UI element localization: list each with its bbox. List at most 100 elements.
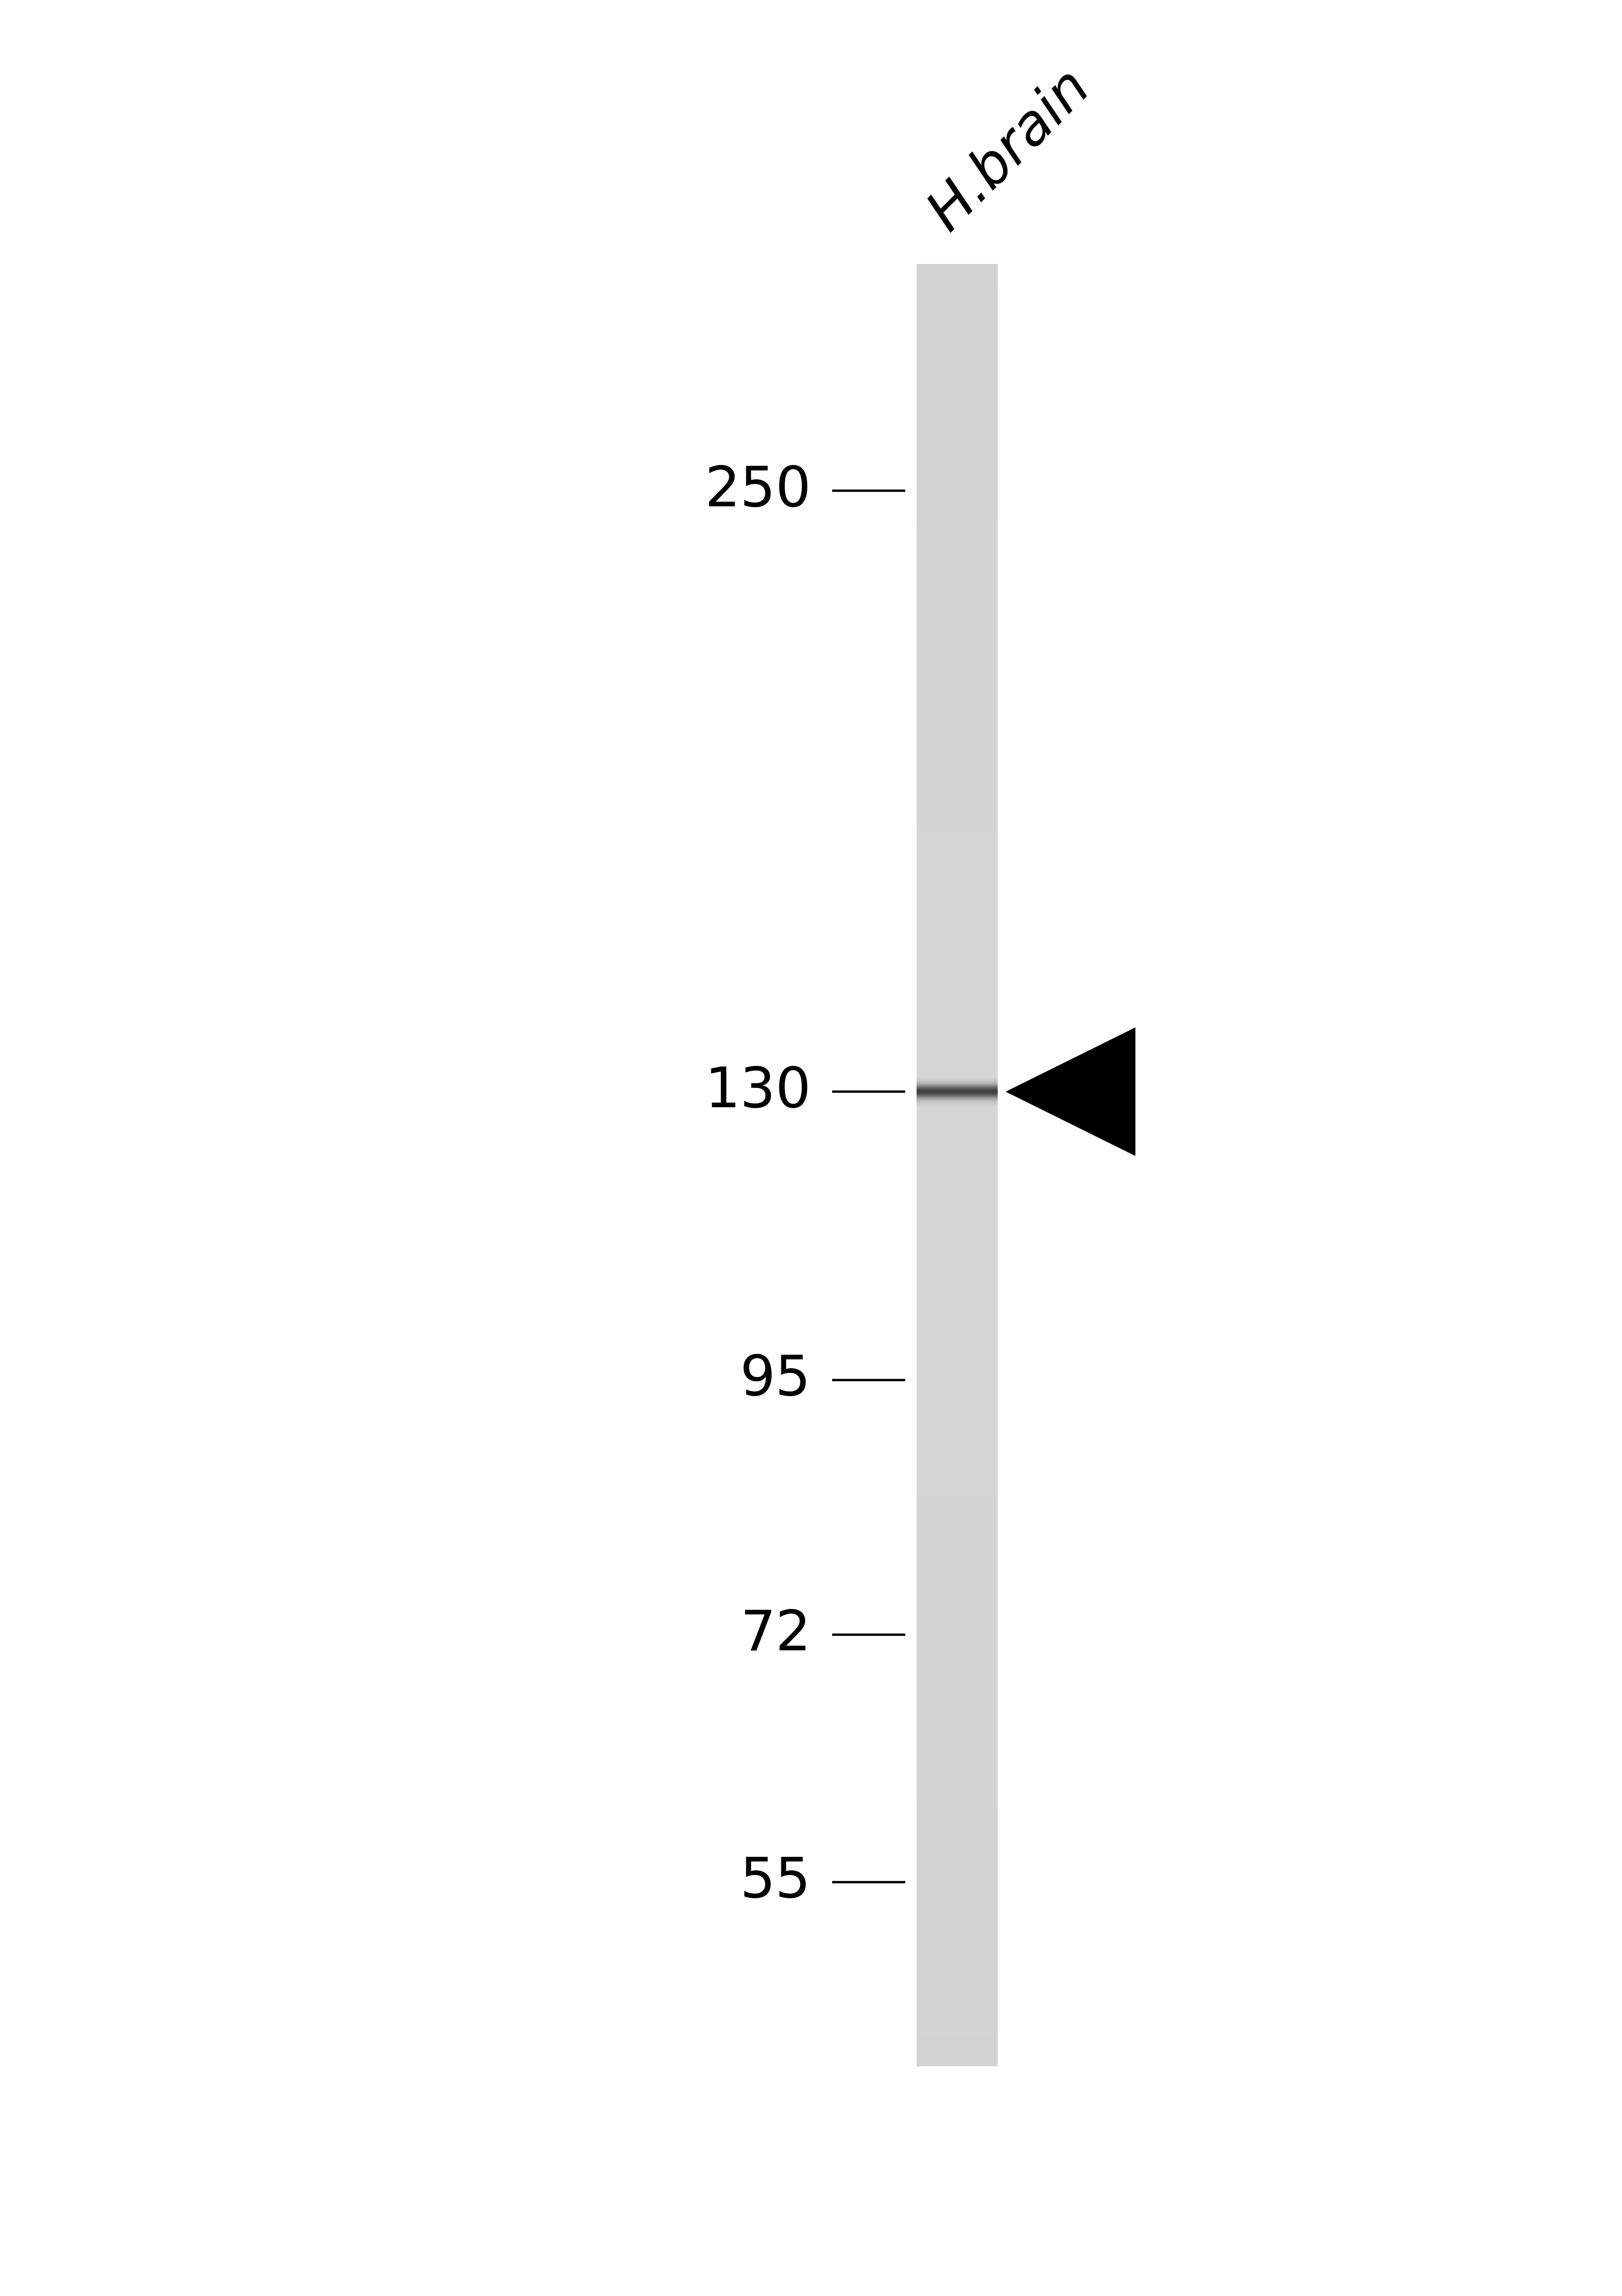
Bar xyxy=(916,684,998,691)
Bar xyxy=(916,1706,998,1713)
Bar xyxy=(916,1508,998,1513)
Bar xyxy=(916,962,998,967)
Bar xyxy=(916,829,998,836)
Bar xyxy=(916,1981,998,1988)
Bar xyxy=(916,806,998,810)
Bar xyxy=(916,758,998,762)
Bar xyxy=(916,1417,998,1424)
Bar xyxy=(916,379,998,383)
Bar xyxy=(916,631,998,636)
Bar xyxy=(916,1394,998,1401)
Bar xyxy=(916,1669,998,1676)
Bar xyxy=(916,475,998,480)
Bar xyxy=(916,2025,998,2030)
Bar xyxy=(916,282,998,287)
Bar xyxy=(916,1502,998,1508)
Bar xyxy=(916,1694,998,1699)
Bar xyxy=(916,907,998,914)
Bar xyxy=(916,673,998,680)
Bar xyxy=(916,319,998,324)
Bar xyxy=(916,1676,998,1683)
Bar xyxy=(916,1609,998,1616)
Bar xyxy=(916,1375,998,1382)
Bar xyxy=(916,1182,998,1189)
Bar xyxy=(916,2043,998,2048)
Bar xyxy=(916,1056,998,1063)
Bar xyxy=(916,569,998,576)
Bar xyxy=(916,1929,998,1933)
Bar xyxy=(916,1880,998,1887)
Text: 72: 72 xyxy=(740,1607,811,1662)
Bar xyxy=(916,1357,998,1364)
Bar xyxy=(916,335,998,342)
Bar xyxy=(916,744,998,751)
Text: 95: 95 xyxy=(740,1352,811,1407)
Bar xyxy=(916,1008,998,1015)
Text: 130: 130 xyxy=(704,1065,811,1118)
Bar xyxy=(916,1899,998,1903)
Bar xyxy=(916,1212,998,1219)
Bar xyxy=(916,2037,998,2043)
Bar xyxy=(916,1795,998,1802)
Bar xyxy=(916,1196,998,1201)
Bar xyxy=(916,654,998,661)
Bar xyxy=(916,312,998,319)
Bar xyxy=(916,1743,998,1747)
Bar xyxy=(916,1940,998,1947)
Bar xyxy=(916,468,998,475)
Bar xyxy=(916,889,998,895)
Bar xyxy=(916,1587,998,1591)
Bar xyxy=(916,870,998,877)
Bar xyxy=(916,1086,998,1093)
Bar xyxy=(916,691,998,696)
Bar xyxy=(916,840,998,847)
Bar xyxy=(916,1040,998,1045)
Bar xyxy=(916,606,998,613)
Bar xyxy=(916,721,998,726)
Bar xyxy=(916,1598,998,1605)
Bar xyxy=(916,1761,998,1766)
Bar xyxy=(916,992,998,996)
Bar xyxy=(916,595,998,602)
Bar xyxy=(916,1784,998,1791)
Bar xyxy=(916,1605,998,1609)
Polygon shape xyxy=(1006,1026,1135,1155)
Bar xyxy=(916,1773,998,1777)
Bar xyxy=(916,372,998,379)
Bar xyxy=(916,1646,998,1651)
Bar xyxy=(916,1777,998,1784)
Bar xyxy=(916,1490,998,1495)
Bar xyxy=(916,1322,998,1327)
Bar xyxy=(916,301,998,305)
Bar xyxy=(916,1364,998,1368)
Bar xyxy=(916,1639,998,1646)
Bar xyxy=(916,967,998,974)
Bar xyxy=(916,1130,998,1134)
Bar xyxy=(916,1917,998,1922)
Bar xyxy=(916,1316,998,1322)
Bar xyxy=(916,1075,998,1081)
Bar xyxy=(916,762,998,769)
Bar xyxy=(916,1832,998,1839)
Bar xyxy=(916,937,998,944)
Bar xyxy=(916,2030,998,2037)
Bar xyxy=(916,1910,998,1917)
Bar xyxy=(916,1543,998,1550)
Bar xyxy=(916,553,998,558)
Bar xyxy=(916,1309,998,1316)
Bar xyxy=(916,1148,998,1153)
Bar xyxy=(916,822,998,829)
Bar xyxy=(916,1807,998,1814)
Bar xyxy=(916,1479,998,1483)
Bar xyxy=(916,2011,998,2018)
Bar xyxy=(916,1045,998,1052)
Bar xyxy=(916,1015,998,1022)
Bar xyxy=(916,1561,998,1568)
Bar xyxy=(916,420,998,427)
Bar xyxy=(916,792,998,799)
Bar xyxy=(916,1286,998,1290)
Bar xyxy=(916,427,998,432)
Bar xyxy=(916,588,998,595)
Bar xyxy=(916,1483,998,1490)
Bar xyxy=(916,439,998,445)
